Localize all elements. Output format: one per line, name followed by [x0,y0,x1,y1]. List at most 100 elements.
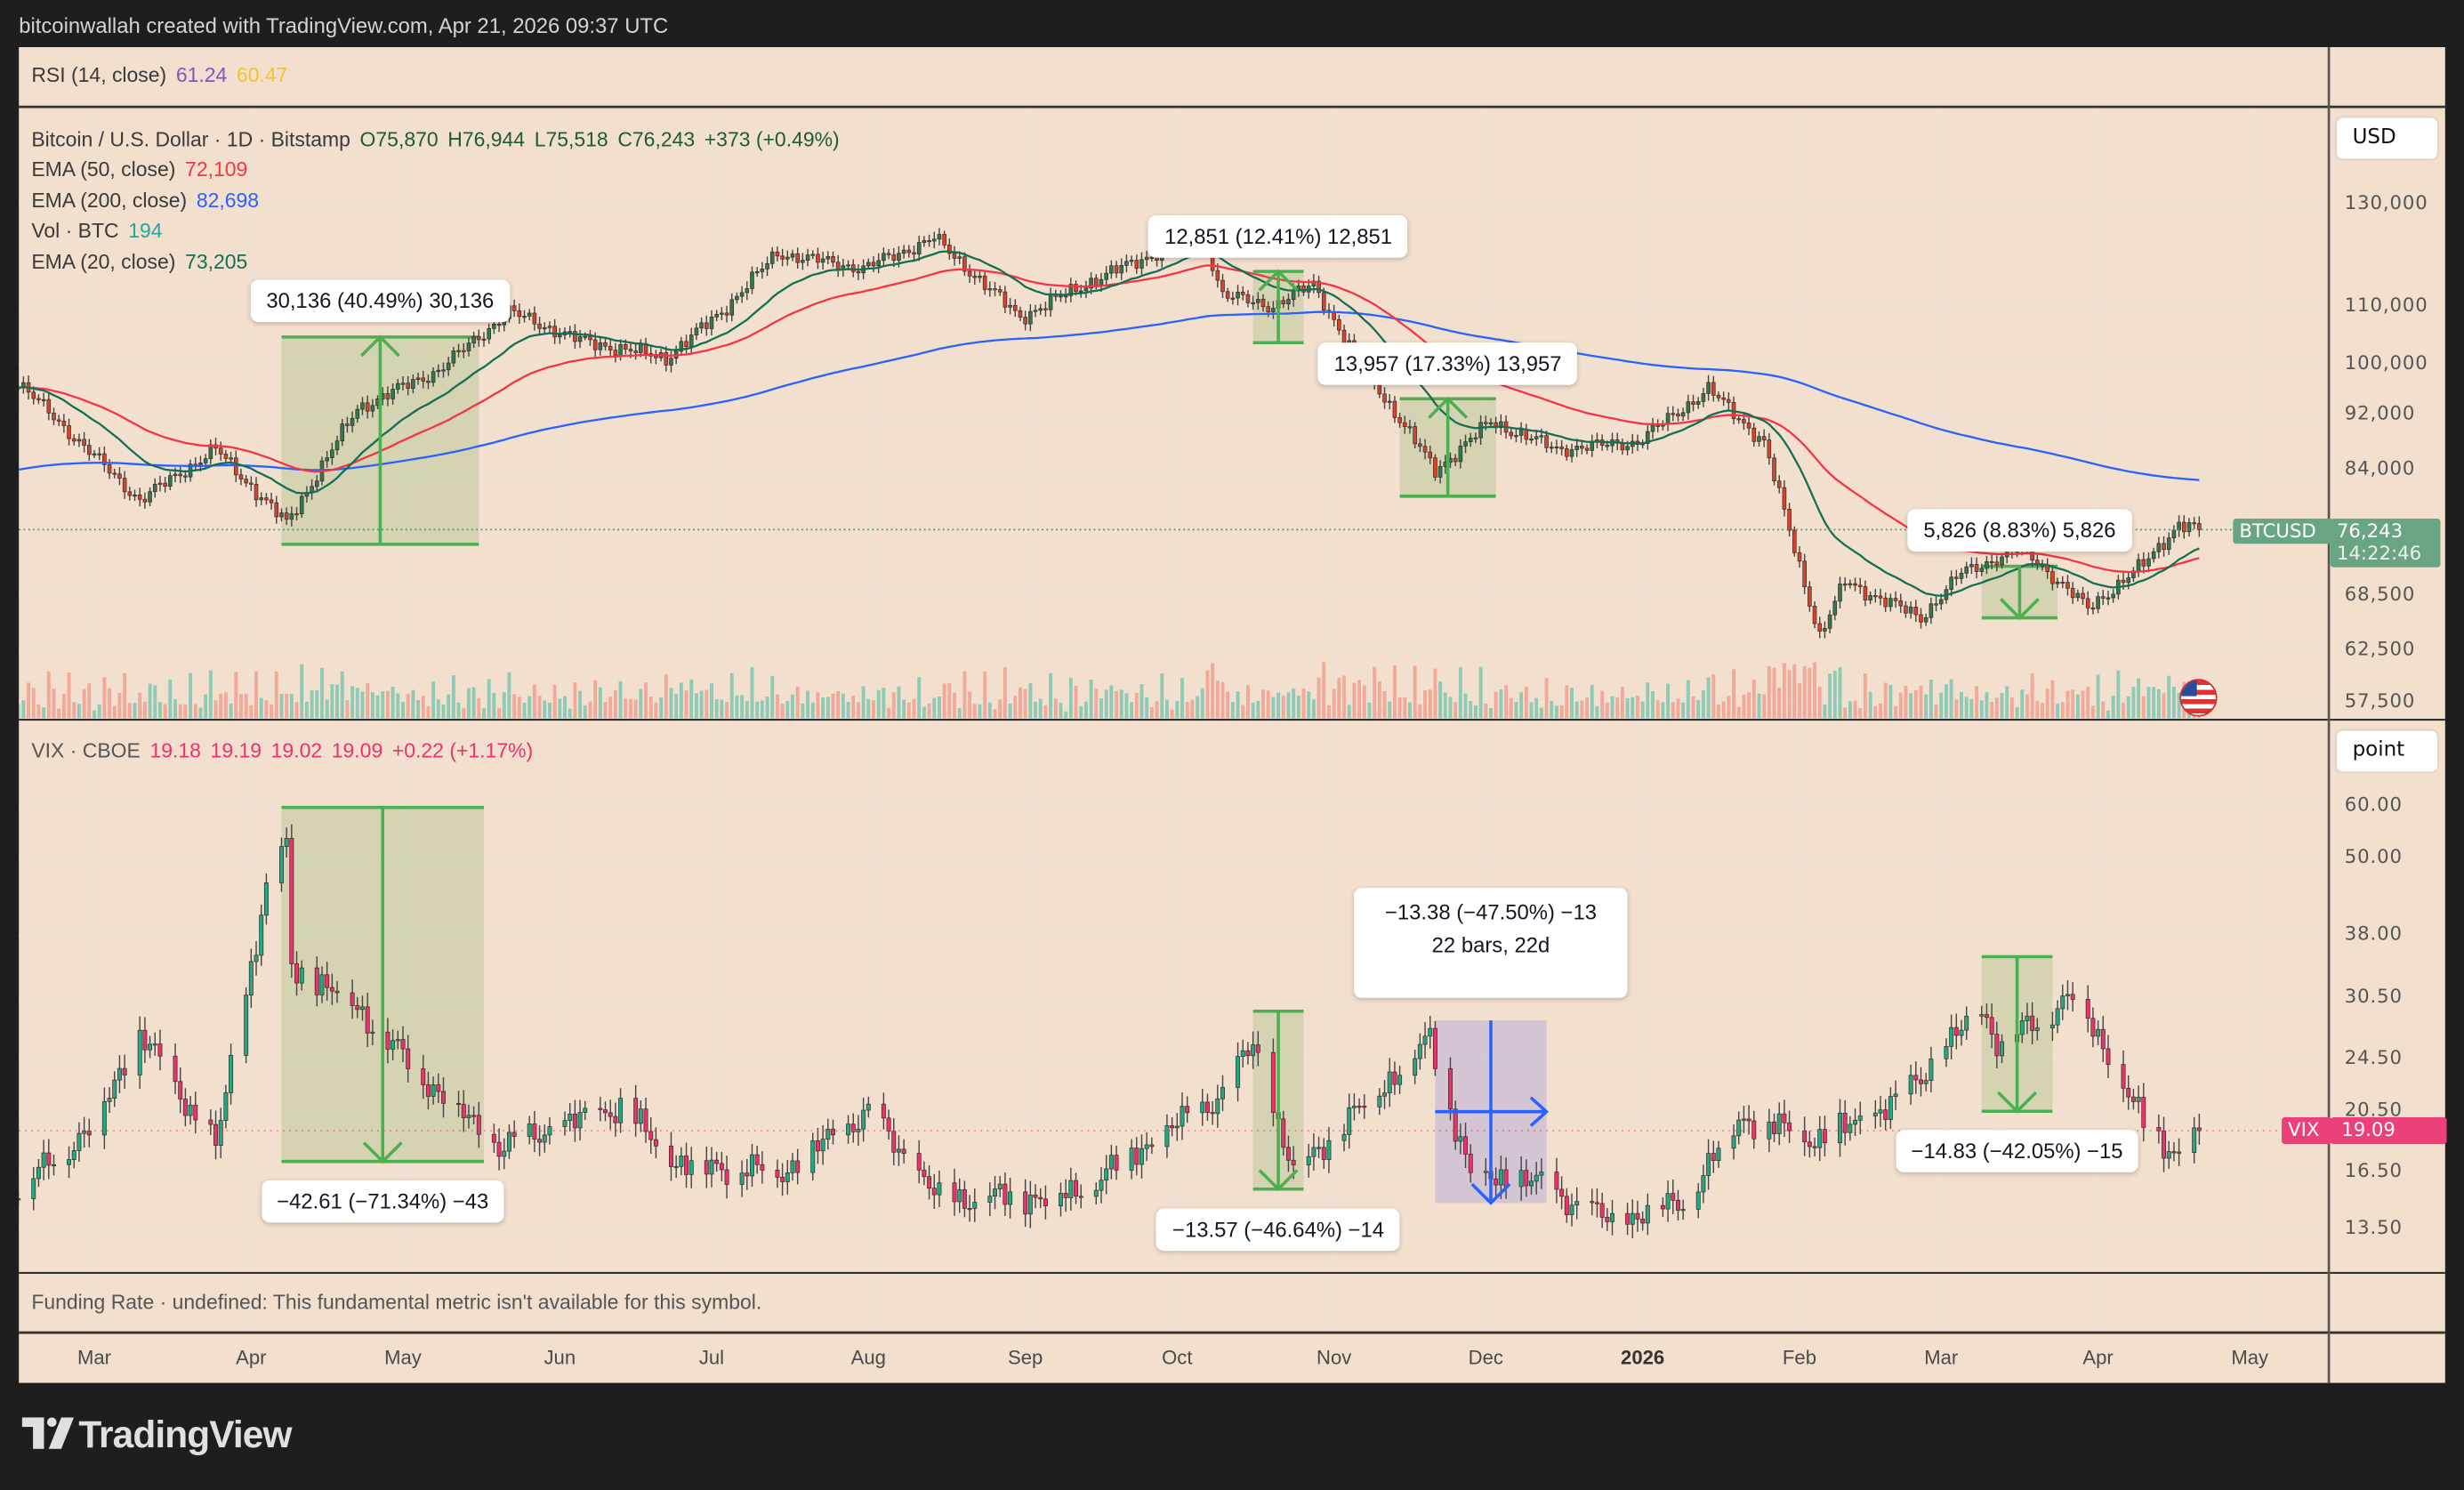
candle-down [1711,382,1716,396]
volume-bar [1883,682,1888,719]
volume-bar [1327,705,1331,719]
vix-pane[interactable] [17,805,2279,1239]
btc-last-price: 76,243 [2336,519,2404,543]
candle-up [101,1101,107,1136]
volume-bar [872,700,875,719]
volume-bar [927,703,931,719]
volume-bar [770,675,775,719]
volume-bar [310,690,314,719]
candle-down [982,275,987,290]
volume-bar [148,683,152,719]
candle-up [1549,447,1554,449]
price-axis-tick: 84,000 [2344,457,2416,480]
volume-bar [1433,668,1437,719]
volume-bar [583,705,587,719]
candle-down [1114,265,1119,274]
candle-up [330,449,334,458]
measurement-label[interactable]: −42.61 (−71.34%) −43 [261,1180,504,1223]
candle-down [1114,1155,1119,1171]
candle-up [1458,446,1463,463]
tradingview-logo-icon [21,1417,75,1449]
candle-down [289,838,294,964]
vix-high: 19.19 [210,738,262,762]
candle-down [654,355,658,358]
measurement-label[interactable]: 5,826 (8.83%) 5,826 [1907,509,2132,552]
volume-bar [497,707,502,719]
measurement-label[interactable]: 12,851 (12.41%) 12,851 [1148,214,1408,258]
volume-bar [689,679,694,719]
volume-bar [1585,697,1590,719]
volume-bar [644,682,648,719]
volume-bar [1478,666,1483,719]
candle-up [1230,297,1236,300]
volume-bar [836,690,841,719]
volume-bar [1215,681,1220,719]
volume-bar [2009,697,2014,719]
volume-bar [1787,670,1792,719]
candle-up [319,974,325,995]
price-axis-tick: 100,000 [2344,351,2428,375]
measurement-value: −14.83 (−42.05%) −15 [1911,1140,2123,1164]
measurement-label[interactable]: −13.57 (−46.64%) −14 [1156,1207,1400,1251]
candle-up [709,1159,714,1175]
volume-bar [821,697,825,719]
candle-down [704,1160,709,1175]
candle-down [163,482,167,487]
currency-unit-button[interactable]: USD [2336,117,2437,159]
volume-bar [183,705,188,719]
volume-bar [173,698,177,719]
volume-bar [1059,703,1063,719]
candle-up [801,260,805,263]
candle-down [183,475,188,478]
volume-bar [1919,685,1923,719]
volume-bar [710,683,713,719]
vix-legend[interactable]: VIX · CBOE 19.18 19.19 19.02 19.09 +0.22 (+1.… [31,738,542,761]
candle-down [31,391,36,399]
candle-down [643,1108,648,1132]
candle-up [866,262,871,267]
measurement-label[interactable]: 13,957 (17.33%) 13,957 [1317,342,1578,385]
volume-bar [1028,682,1033,719]
volume-bar [1200,688,1204,719]
arrow-right-icon-head [1529,1096,1550,1127]
candle-up [1872,1112,1878,1116]
rsi-legend[interactable]: RSI (14, close) 61.24 60.47 [31,63,297,86]
candle-down [573,331,577,342]
arrow-down-icon-head [362,1141,403,1164]
candle-down [1802,560,1807,588]
vix-unit-button[interactable]: point [2336,730,2437,772]
volume-bar [962,671,967,719]
candle-down [127,491,133,496]
volume-bar [2086,686,2090,719]
candle-up [289,513,294,520]
measurement-label[interactable]: −13.38 (−47.50%) −13 22 bars, 22d [1353,888,1629,999]
candle-up [456,350,461,352]
volume-bar [375,695,380,719]
vix-change: +0.22 (+1.17%) [391,738,534,762]
volume-bar [431,681,436,719]
volume-bar [1615,697,1620,719]
measurement-label[interactable]: 30,136 (40.49%) 30,136 [250,280,511,323]
volume-bar [2025,694,2029,719]
volume-bar [679,682,683,719]
candle-down [1559,1188,1565,1197]
candle-down [1524,429,1529,440]
btc-legend[interactable]: Bitcoin / U.S. Dollar · 1D · Bitstamp O75… [31,125,849,277]
candle-down [1149,1144,1155,1148]
candle-up [284,838,289,848]
volume-bar [1276,692,1281,719]
candle-up [223,1092,229,1121]
candle-down [46,399,52,414]
measurement-label[interactable]: −14.83 (−42.05%) −15 [1895,1130,2139,1173]
candle-down [1185,1106,1190,1114]
us-flag-icon[interactable] [2179,679,2218,717]
volume-bar [1529,702,1534,719]
vix-axis-tick: 38.00 [2344,922,2403,946]
candle-down [1716,394,1721,399]
candle-down [664,352,669,366]
candle-up [395,1039,400,1042]
volume-bar [1706,677,1711,719]
btc-price-pane[interactable] [17,223,2232,719]
volume-bar [1170,709,1174,719]
